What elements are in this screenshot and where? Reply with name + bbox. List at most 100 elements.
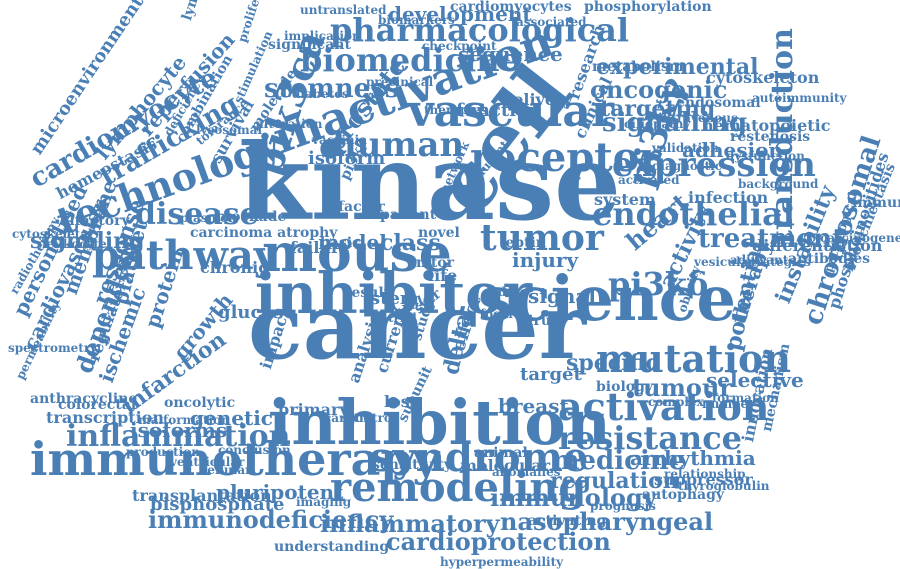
word-phosphorylation: phosphorylation [584, 0, 712, 15]
word-basic: basic [320, 235, 361, 251]
word-vascular: vascular [408, 86, 615, 137]
word-differentiation: differentiation [752, 236, 883, 255]
word-signalling: signalling [602, 108, 748, 138]
word-remodeling: remodeling [330, 464, 587, 511]
word-blockade: blockade [216, 209, 287, 225]
word-untranslated: untranslated [300, 3, 387, 17]
word-arrhythmia: arrhythmia [630, 446, 756, 470]
word-sensitivity: sensitivity [372, 457, 453, 473]
word-pi3kδ: pi3kδ [608, 265, 709, 303]
word-implication: implication [284, 29, 361, 43]
word-stemness: stemness [264, 74, 400, 104]
word-life: life [428, 266, 458, 285]
word-receptor: receptor [470, 134, 661, 181]
word-genetic: genetic [190, 406, 273, 430]
word-endosomal: endosomal [676, 95, 761, 111]
word-experimental: experimental [596, 54, 759, 80]
word-carotid: carotid [324, 411, 372, 425]
word-restenosis: restenosis [730, 129, 811, 145]
word-diagnostic: diagnostic [652, 159, 723, 173]
word-sequence: sequence [458, 42, 563, 66]
word-dysfunction: dysfunction [726, 149, 805, 163]
word-relationship: relationship [664, 467, 746, 481]
word-lymphadenopathy: lymphadenopathy [179, 0, 237, 23]
word-cytoskeleton: cytoskeleton [706, 68, 820, 87]
word-tumour: tumour [632, 373, 733, 402]
word-delivery: delivery [502, 90, 573, 109]
word-spectrometry: spectrometry [8, 341, 98, 355]
word-cardiomyocytes: cardiomyocytes [450, 0, 572, 15]
word-precinical: precinical [366, 75, 434, 89]
word-anthracycline: anthracycline [30, 391, 138, 407]
word-resistance: resistance [558, 419, 743, 457]
word-hyperpermeability: hyperpermeability [440, 555, 564, 569]
word-adhesion: adhesion [682, 138, 783, 162]
word-factor: factor [338, 199, 385, 215]
word-kinase: kinase [238, 120, 621, 244]
word-virus: virus [520, 313, 559, 329]
word-thyroglobulin: thyroglobulin [678, 479, 770, 493]
word-immunodeficiency: immunodeficiency [148, 505, 394, 534]
word-mutation: mutation [596, 336, 791, 381]
word-syndrome: syndrome [370, 434, 589, 481]
word-immunity: immunity [852, 195, 900, 211]
word-autoimmunity: autoimmunity [752, 91, 847, 105]
word-focal: focal [480, 307, 513, 321]
word-pharmacological: pharmacological [330, 11, 630, 49]
word-transcription: transcription [46, 408, 165, 427]
word-validation: validation [652, 141, 719, 155]
word-inhibitor: inhibitor [255, 261, 533, 327]
word-science: science [478, 262, 736, 335]
word-breast: breast [498, 394, 569, 418]
word-cytoskeletal: cytoskeletal [12, 227, 93, 241]
word-trial: trial [388, 311, 417, 325]
word-vaccinia: vaccinia [312, 133, 367, 147]
word-suppressor: suppressor [654, 470, 753, 489]
word-endothelial: endothelial [592, 195, 795, 233]
word-autophagy: autophagy [642, 487, 725, 503]
word-hematopoietic: hematopoietic [702, 116, 831, 135]
word-infection: infection [688, 188, 769, 207]
word-activated: activated [618, 173, 680, 187]
word-isoform: isoform [308, 148, 386, 169]
word-olfactory: olfactory [60, 213, 130, 229]
word-associated: associated [516, 15, 587, 29]
word-checkpoint: checkpoint [422, 39, 497, 53]
word-signal: signal [528, 284, 596, 308]
word-loss: loss [384, 392, 419, 411]
word-formation: formation [712, 391, 779, 405]
word-inflammatory: inflammatory [320, 509, 500, 538]
word-intravenous: intravenous [658, 111, 738, 125]
word-leptin: leptin [500, 235, 546, 251]
word-human: human [332, 125, 465, 165]
word-selective: selective [706, 368, 804, 392]
word-biomedicine: biomedicine [300, 41, 520, 79]
word-system: system [594, 190, 656, 209]
word-molecular: molecular [460, 456, 551, 475]
word-antibodies: antibodies [788, 251, 871, 267]
word-injury: injury [512, 248, 579, 272]
word-targeting: targeting [600, 96, 716, 122]
word-oncogenic: oncogenic [590, 75, 728, 104]
word-cellular: cellular [200, 463, 252, 477]
word-model: model [318, 230, 387, 254]
word-production: production [126, 445, 200, 459]
word-target: target [520, 364, 582, 385]
word-novel: novel [418, 225, 460, 241]
word-ventricular: ventricular [170, 455, 245, 469]
word-ciliopathy: ciliopathy [624, 117, 691, 131]
word-metabolism: metabolism [592, 59, 684, 75]
word-patient: patient [380, 207, 437, 223]
word-colorectal: colorectal [58, 397, 137, 413]
word-immunotherapy: immunotherapy [30, 432, 440, 486]
word-biomarkers: biomarkers [378, 13, 455, 27]
word-control: control [348, 411, 397, 425]
word-malformation: malformation [138, 413, 230, 427]
word-immunology: immunology [490, 483, 657, 512]
word-cardioprotection: cardioprotection [386, 527, 611, 556]
word-anomalies: anomalies [492, 465, 561, 479]
word-adjuvant: adjuvant [730, 253, 789, 267]
word-pluripotent: pluripotent [216, 480, 344, 504]
word-medicine: medicine [552, 446, 686, 476]
